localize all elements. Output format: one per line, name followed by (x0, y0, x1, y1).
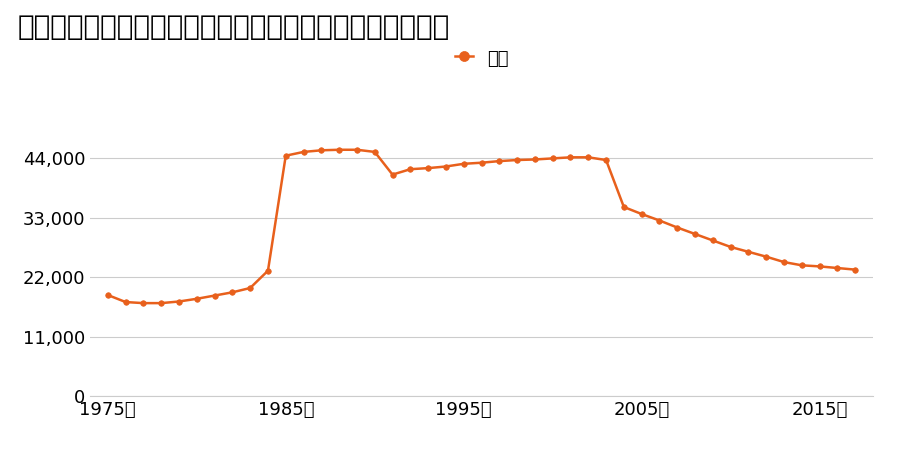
価格 (476, 160, 487, 166)
価格 (636, 212, 647, 217)
価格 (192, 296, 202, 302)
価格 (387, 172, 398, 177)
価格 (103, 292, 113, 298)
価格 (316, 148, 327, 153)
価格 (512, 158, 523, 163)
価格 (565, 155, 576, 160)
価格 (832, 266, 842, 271)
価格 (263, 268, 274, 274)
価格 (121, 299, 131, 305)
Legend: 価格: 価格 (454, 49, 508, 68)
価格 (440, 164, 451, 169)
価格 (174, 299, 184, 304)
価格 (245, 285, 256, 291)
Text: 山形県東村山郡中山町大字長崎字元町１８４番の地価推移: 山形県東村山郡中山町大字長崎字元町１８４番の地価推移 (18, 14, 450, 41)
価格 (138, 301, 148, 306)
価格 (778, 259, 789, 265)
Line: 価格: 価格 (105, 147, 858, 306)
価格 (600, 158, 611, 163)
価格 (654, 218, 665, 223)
価格 (583, 155, 594, 160)
価格 (369, 149, 380, 155)
価格 (850, 267, 860, 272)
価格 (298, 149, 309, 155)
価格 (618, 204, 629, 210)
価格 (405, 166, 416, 172)
価格 (796, 263, 807, 268)
価格 (547, 156, 558, 161)
価格 (529, 157, 540, 162)
価格 (760, 254, 771, 259)
価格 (707, 238, 718, 243)
価格 (352, 147, 363, 153)
価格 (689, 231, 700, 237)
価格 (281, 153, 292, 158)
価格 (671, 225, 682, 230)
価格 (227, 290, 238, 295)
価格 (334, 147, 345, 153)
価格 (494, 158, 505, 164)
価格 (743, 249, 754, 255)
価格 (423, 166, 434, 171)
価格 (458, 161, 469, 166)
価格 (209, 293, 220, 298)
価格 (814, 264, 825, 269)
価格 (156, 301, 166, 306)
価格 (725, 244, 736, 250)
